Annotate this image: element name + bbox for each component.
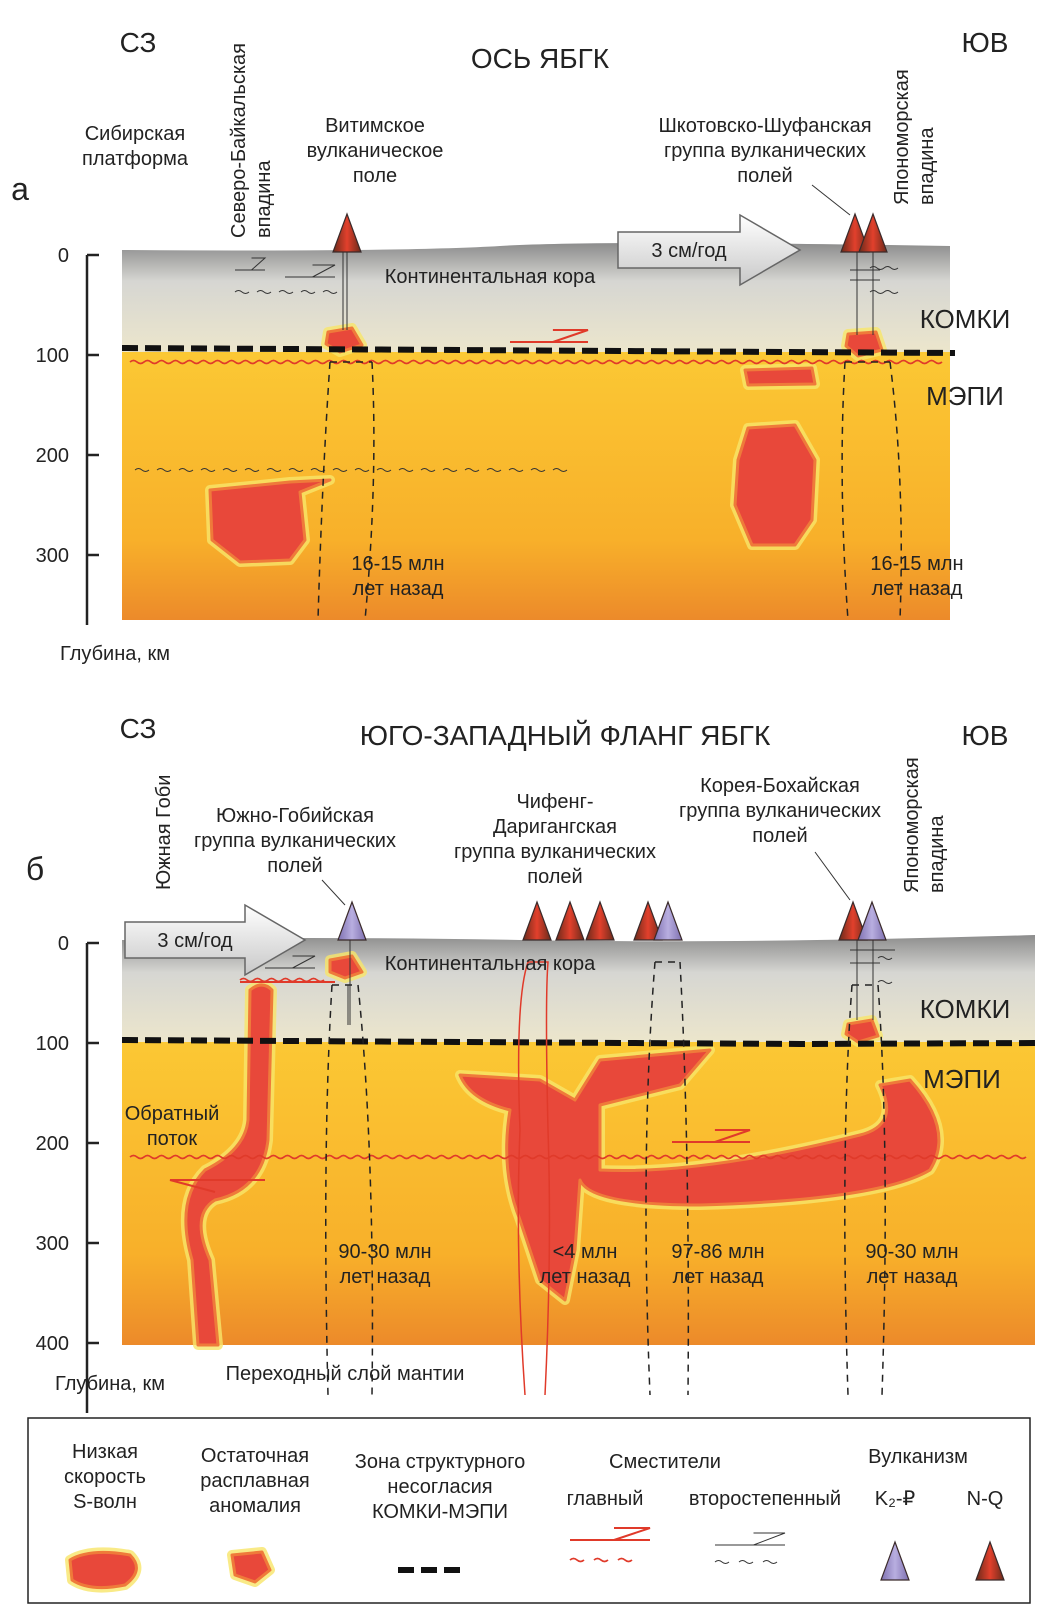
layer-label: МЭПИ <box>923 1064 1001 1094</box>
depth-tick-label: 100 <box>36 345 69 367</box>
leader <box>812 185 850 215</box>
panel-title: ЮГО-ЗАПАДНЫЙ ФЛАНГ ЯБГК <box>360 720 771 751</box>
depth-axis-label: Глубина, км <box>60 643 170 665</box>
place-label: группа вулканических <box>194 830 396 852</box>
place-label: полей <box>737 165 792 187</box>
direction: ЮВ <box>962 720 1009 751</box>
age-label: 16-15 млн <box>351 553 444 575</box>
volcano <box>556 902 584 940</box>
leader <box>322 880 345 905</box>
place-label: впадина <box>916 127 938 205</box>
crust-label: Континентальная кора <box>385 266 596 288</box>
place-label: Витимское <box>325 115 425 137</box>
depth-tick-label: 300 <box>36 1233 69 1255</box>
age-label: лет назад <box>540 1266 631 1288</box>
direction: СЗ <box>120 27 157 58</box>
place-label: Даригангская <box>493 816 617 838</box>
place-label: платформа <box>82 148 189 170</box>
plate-speed: 3 см/год <box>651 240 727 262</box>
legend-label: несогласия <box>387 1476 492 1498</box>
legend-label: КОМКИ-МЭПИ <box>372 1501 508 1523</box>
anomaly <box>735 425 815 545</box>
place-label: впадина <box>926 815 948 893</box>
transition-label: Переходный слой мантии <box>226 1363 465 1385</box>
flow-label: поток <box>147 1128 198 1150</box>
crust <box>122 243 950 352</box>
age-label: лет назад <box>353 578 444 600</box>
panel-letter: а <box>11 171 29 207</box>
volcano <box>858 902 886 940</box>
panel-title: ОСЬ ЯБГК <box>471 43 610 74</box>
legend-label: скорость <box>64 1466 146 1488</box>
layer-label: КОМКИ <box>920 994 1011 1024</box>
direction: ЮВ <box>962 27 1009 58</box>
figure: 3 см/год Континентальная кора КОМКИ МЭПИ 16-… <box>0 0 1046 1609</box>
depth-tick-label: 200 <box>36 1133 69 1155</box>
place-label: впадина <box>253 160 275 238</box>
place-label: Северо-Байкальская <box>228 43 250 238</box>
age-label: 97-86 млн <box>671 1241 764 1263</box>
place-label: Южная Гоби <box>153 775 175 890</box>
depth-tick-label: 200 <box>36 445 69 467</box>
depth-tick-label: 0 <box>58 933 69 955</box>
crust-label: Континентальная кора <box>385 953 596 975</box>
legend-label: расплавная <box>200 1470 310 1492</box>
place-label: Сибирская <box>85 123 186 145</box>
volcano <box>586 902 614 940</box>
place-label: поле <box>353 165 397 187</box>
place-label: Корея-Бохайская <box>700 775 860 797</box>
place-label: Япономорская <box>891 69 913 205</box>
legend-label: аномалия <box>209 1495 301 1517</box>
depth-tick-label: 0 <box>58 245 69 267</box>
legend-label: Остаточная <box>201 1445 309 1467</box>
depth-tick-label: 100 <box>36 1033 69 1055</box>
legend-low-velocity <box>70 1552 136 1587</box>
layer-label: МЭПИ <box>926 381 1004 411</box>
leader <box>815 852 850 900</box>
age-label: лет назад <box>340 1266 431 1288</box>
place-label: вулканическое <box>307 140 444 162</box>
residual-melt <box>846 1020 878 1042</box>
place-label: полей <box>527 866 582 888</box>
place-label: Чифенг- <box>516 791 593 813</box>
volcano <box>654 902 682 940</box>
place-label: Япономорская <box>901 757 923 893</box>
volcano <box>333 214 361 252</box>
direction: СЗ <box>120 713 157 744</box>
depth-tick-label: 300 <box>36 545 69 567</box>
age-label: 90-30 млн <box>338 1241 431 1263</box>
depth-tick-label: 400 <box>36 1333 69 1355</box>
legend-label: Зона структурного <box>355 1451 525 1473</box>
layer-label: КОМКИ <box>920 304 1011 334</box>
legend-label: Вулканизм <box>868 1446 968 1468</box>
age-label: лет назад <box>867 1266 958 1288</box>
volcano <box>859 214 887 252</box>
legend-label: N-Q <box>967 1488 1004 1510</box>
place-label: группа вулканических <box>454 841 656 863</box>
age-label: 16-15 млн <box>870 553 963 575</box>
legend-label: главный <box>567 1488 644 1510</box>
place-label: полей <box>267 855 322 877</box>
depth-axis-label: Глубина, км <box>55 1373 165 1395</box>
place-label: Южно-Гобийская <box>216 805 374 827</box>
volcano <box>523 902 551 940</box>
age-label: лет назад <box>673 1266 764 1288</box>
age-label: 90-30 млн <box>865 1241 958 1263</box>
plate-speed: 3 см/год <box>157 930 233 952</box>
age-label: <4 млн <box>553 1241 618 1263</box>
legend-label: Сместители <box>609 1451 721 1473</box>
place-label: полей <box>752 825 807 847</box>
age-label: лет назад <box>872 578 963 600</box>
flow-label: Обратный <box>125 1103 220 1125</box>
place-label: Шкотовско-Шуфанская <box>658 115 871 137</box>
volcano <box>338 902 366 940</box>
legend-label: второстепенный <box>689 1488 841 1510</box>
place-label: группа вулканических <box>664 140 866 162</box>
legend-label: Низкая <box>72 1441 138 1463</box>
place-label: группа вулканических <box>679 800 881 822</box>
legend-label: K₂-₽ <box>875 1488 916 1510</box>
legend-label: S-волн <box>73 1491 137 1513</box>
anomaly <box>745 368 815 385</box>
panel-letter: б <box>26 851 44 887</box>
